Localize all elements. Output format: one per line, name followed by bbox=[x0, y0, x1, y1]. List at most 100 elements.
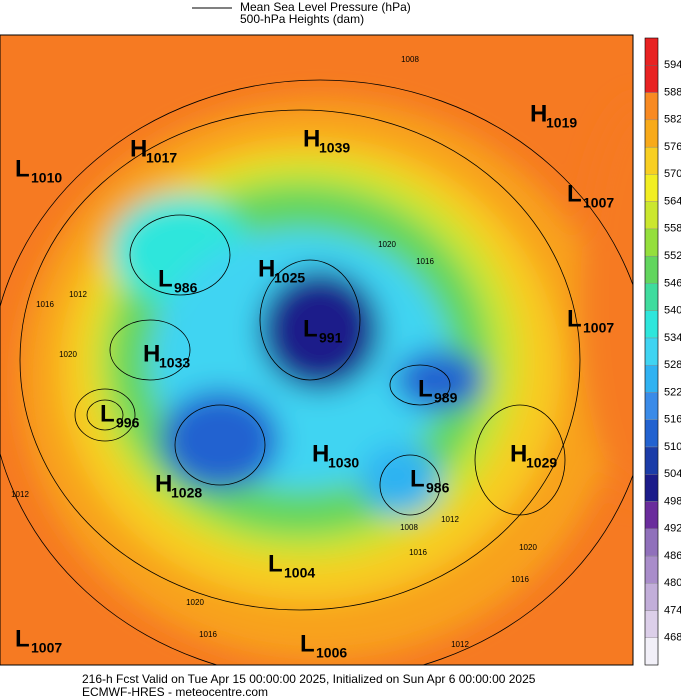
center-letter: H bbox=[312, 440, 329, 467]
center-pressure: 1033 bbox=[159, 355, 190, 371]
center-letter: L bbox=[567, 305, 582, 332]
colorbar-label: 582 bbox=[664, 114, 681, 126]
colorbar-label: 540 bbox=[664, 305, 681, 317]
colorbar-swatch bbox=[644, 201, 659, 229]
colorbar-label: 528 bbox=[664, 359, 681, 371]
center-letter: H bbox=[155, 470, 172, 497]
isobar-label: 1008 bbox=[400, 523, 418, 532]
center-pressure: 986 bbox=[426, 480, 450, 496]
isobar-label: 1020 bbox=[59, 350, 77, 359]
colorbar-label: 576 bbox=[664, 141, 681, 153]
center-letter: H bbox=[530, 100, 547, 127]
map-frame bbox=[0, 34, 634, 666]
colorbar-swatch bbox=[644, 474, 659, 502]
colorbar-swatch bbox=[644, 228, 659, 257]
center-pressure: 1010 bbox=[31, 170, 62, 186]
legend-text: 500-hPa Heights (dam) bbox=[240, 12, 364, 26]
colorbar-swatch bbox=[644, 65, 659, 93]
center-letter: L bbox=[268, 550, 283, 577]
center-pressure: 1019 bbox=[546, 115, 577, 131]
center-pressure: 1017 bbox=[146, 150, 177, 166]
colorbar-label: 534 bbox=[664, 332, 681, 344]
isobar-label: 1020 bbox=[186, 598, 204, 607]
colorbar-label: 474 bbox=[664, 604, 681, 616]
center-pressure: 1039 bbox=[319, 140, 350, 156]
center-letter: L bbox=[158, 265, 173, 292]
center-letter: H bbox=[510, 440, 527, 467]
colorbar-swatch bbox=[644, 146, 659, 175]
isobar-label: 1016 bbox=[36, 300, 54, 309]
isobar-label: 1020 bbox=[519, 543, 537, 552]
colorbar-label: 468 bbox=[664, 632, 681, 644]
center-letter: L bbox=[418, 375, 433, 402]
colorbar-frame bbox=[644, 37, 659, 666]
center-letter: L bbox=[15, 155, 30, 182]
colorbar-swatch bbox=[644, 528, 659, 557]
colorbar-swatch bbox=[644, 119, 659, 148]
colorbar-swatch bbox=[644, 174, 659, 202]
colorbar-swatch bbox=[644, 501, 659, 529]
colorbar-label: 552 bbox=[664, 250, 681, 262]
colorbar-swatch bbox=[644, 255, 659, 284]
center-pressure: 986 bbox=[174, 280, 198, 296]
center-letter: H bbox=[258, 255, 275, 282]
colorbar-label: 546 bbox=[664, 277, 681, 289]
center-letter: L bbox=[410, 465, 425, 492]
colorbar-swatch bbox=[644, 310, 659, 339]
colorbar-label: 570 bbox=[664, 168, 681, 180]
isobar-label: 1012 bbox=[451, 640, 469, 649]
isobar-label: 1008 bbox=[401, 55, 419, 64]
colorbar-label: 486 bbox=[664, 550, 681, 562]
colorbar-label: 516 bbox=[664, 414, 681, 426]
center-pressure: 1028 bbox=[171, 485, 202, 501]
isobar-label: 1012 bbox=[441, 515, 459, 524]
isobar-label: 1016 bbox=[199, 630, 217, 639]
legend-text: Mean Sea Level Pressure (hPa) bbox=[240, 0, 411, 14]
footer-text: 216-h Fcst Valid on Tue Apr 15 00:00:00 … bbox=[82, 672, 536, 686]
colorbar-label: 588 bbox=[664, 86, 681, 98]
center-letter: L bbox=[15, 625, 30, 652]
footer-text: ECMWF-HRES - meteocentre.com bbox=[82, 685, 268, 699]
center-pressure: 996 bbox=[116, 415, 140, 431]
center-letter: H bbox=[130, 135, 147, 162]
colorbar-swatch bbox=[644, 364, 659, 393]
center-letter: H bbox=[143, 340, 160, 367]
colorbar-swatch bbox=[644, 92, 659, 120]
colorbar-label: 504 bbox=[664, 468, 681, 480]
center-letter: L bbox=[303, 315, 318, 342]
center-pressure: 1004 bbox=[284, 565, 315, 581]
center-letter: L bbox=[100, 400, 115, 427]
isobar-label: 1016 bbox=[409, 548, 427, 557]
center-pressure: 1025 bbox=[274, 270, 305, 286]
colorbar-swatch bbox=[644, 610, 659, 638]
center-pressure: 991 bbox=[319, 330, 343, 346]
colorbar-label: 498 bbox=[664, 495, 681, 507]
colorbar-swatch bbox=[644, 392, 659, 420]
colorbar-label: 558 bbox=[664, 223, 681, 235]
center-pressure: 1029 bbox=[526, 455, 557, 471]
colorbar-swatch bbox=[644, 637, 659, 666]
colorbar-swatch bbox=[644, 583, 659, 611]
center-pressure: 1006 bbox=[316, 645, 347, 661]
colorbar-label: 594 bbox=[664, 59, 681, 71]
colorbar-swatch bbox=[644, 555, 659, 584]
center-pressure: 989 bbox=[434, 390, 458, 406]
colorbar-swatch bbox=[644, 446, 659, 475]
colorbar-label: 522 bbox=[664, 386, 681, 398]
colorbar-swatch bbox=[644, 283, 659, 311]
isobar-label: 1020 bbox=[378, 240, 396, 249]
colorbar-label: 564 bbox=[664, 195, 681, 207]
colorbar-label: 492 bbox=[664, 523, 681, 535]
isobar-label: 1012 bbox=[11, 490, 29, 499]
center-pressure: 1030 bbox=[328, 455, 359, 471]
colorbar-swatch bbox=[644, 419, 659, 448]
center-letter: L bbox=[567, 180, 582, 207]
colorbar-label: 480 bbox=[664, 577, 681, 589]
map bbox=[0, 35, 633, 665]
colorbar-label: 510 bbox=[664, 441, 681, 453]
isobar-label: 1016 bbox=[511, 575, 529, 584]
isobar-label: 1016 bbox=[416, 257, 434, 266]
center-pressure: 1007 bbox=[583, 320, 614, 336]
center-pressure: 1007 bbox=[583, 195, 614, 211]
